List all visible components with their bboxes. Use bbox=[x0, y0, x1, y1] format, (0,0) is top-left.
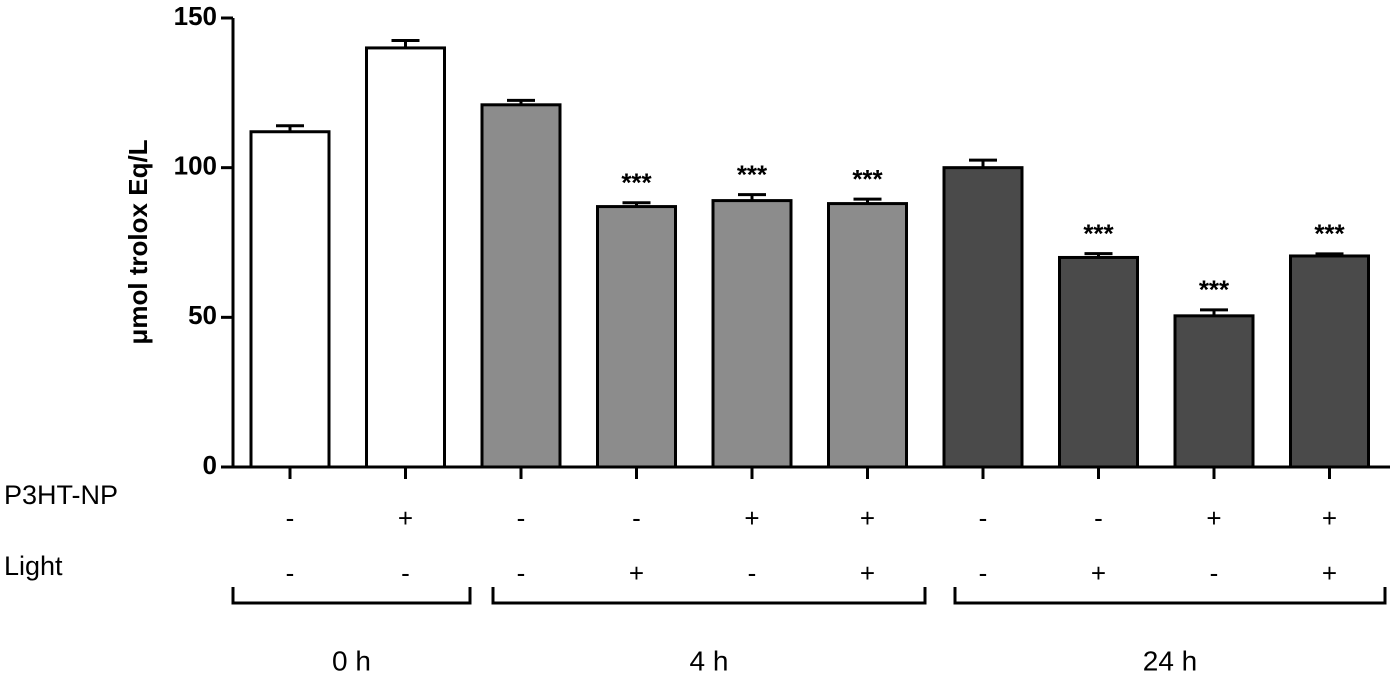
bar bbox=[596, 205, 677, 469]
condition-sign: - bbox=[286, 503, 295, 533]
condition-sign: + bbox=[744, 503, 759, 533]
bar bbox=[1058, 255, 1139, 469]
condition-sign: + bbox=[1322, 558, 1337, 588]
bar bbox=[1289, 254, 1370, 469]
condition-sign: + bbox=[1091, 558, 1106, 588]
y-axis-label: μmol trolox Eq/L bbox=[123, 139, 153, 344]
condition-sign: + bbox=[860, 558, 875, 588]
row-label: P3HT-NP bbox=[4, 480, 118, 510]
condition-sign: - bbox=[517, 503, 526, 533]
bar bbox=[942, 166, 1024, 469]
condition-sign: - bbox=[1094, 503, 1103, 533]
condition-sign: - bbox=[748, 558, 757, 588]
condition-sign: - bbox=[632, 503, 641, 533]
group-bracket bbox=[491, 587, 927, 605]
significance: *** bbox=[852, 164, 883, 194]
significance: *** bbox=[1199, 275, 1230, 305]
condition-sign: - bbox=[401, 558, 410, 588]
condition-sign: + bbox=[398, 503, 413, 533]
group-label: 4 h bbox=[690, 645, 729, 676]
condition-sign: + bbox=[1206, 503, 1221, 533]
condition-sign: - bbox=[517, 558, 526, 588]
condition-sign: + bbox=[860, 503, 875, 533]
significance: *** bbox=[1083, 218, 1114, 248]
y-tick-label: 0 bbox=[203, 450, 217, 480]
group-bracket bbox=[953, 587, 1387, 605]
condition-sign: + bbox=[1322, 503, 1337, 533]
bar bbox=[1173, 314, 1255, 469]
y-tick-label: 150 bbox=[174, 1, 217, 31]
significance: *** bbox=[737, 159, 768, 189]
bar bbox=[827, 202, 908, 469]
bar bbox=[711, 199, 793, 469]
bar bbox=[249, 130, 331, 469]
y-tick-label: 50 bbox=[188, 300, 217, 330]
group-label: 0 h bbox=[332, 645, 371, 676]
row-label: Light bbox=[4, 551, 63, 581]
significance: *** bbox=[1314, 219, 1345, 249]
condition-sign: + bbox=[629, 558, 644, 588]
condition-sign: - bbox=[286, 558, 295, 588]
condition-sign: - bbox=[979, 503, 988, 533]
bar bbox=[480, 103, 562, 469]
group-label: 24 h bbox=[1143, 645, 1198, 676]
condition-sign: - bbox=[1210, 558, 1219, 588]
group-bracket bbox=[231, 587, 472, 605]
y-tick-label: 100 bbox=[174, 151, 217, 181]
significance: *** bbox=[621, 168, 652, 198]
bar bbox=[365, 46, 446, 469]
condition-sign: - bbox=[979, 558, 988, 588]
